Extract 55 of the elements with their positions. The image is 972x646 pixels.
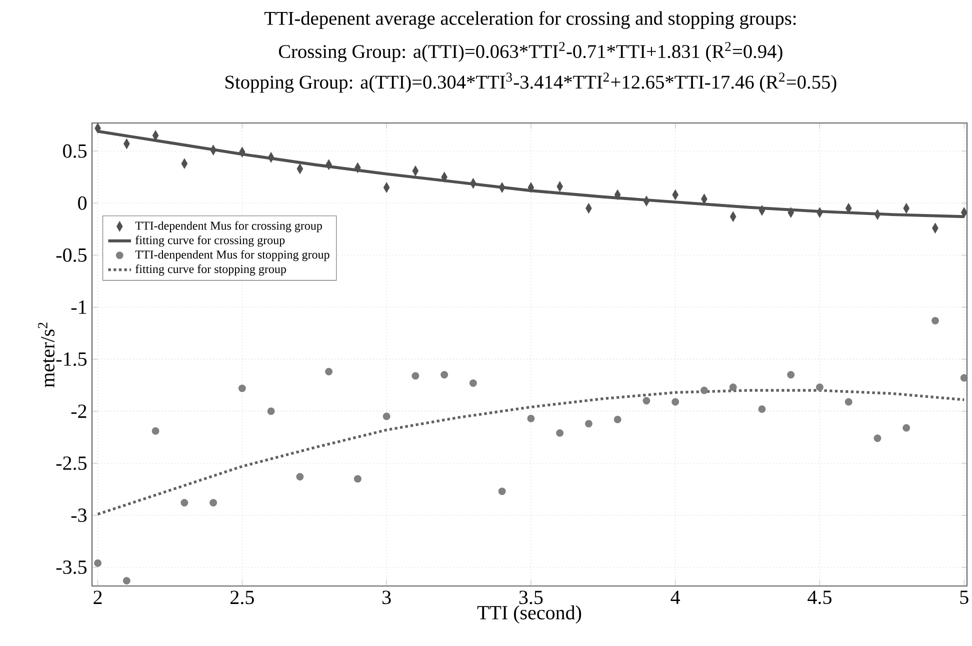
point	[556, 429, 564, 437]
point	[180, 499, 188, 506]
legend-label: fitting curve for crossing group	[136, 236, 285, 247]
point	[122, 577, 130, 585]
point	[382, 412, 390, 420]
point	[152, 427, 160, 435]
y-axis-title: meter/s$^{2}$	[38, 322, 54, 388]
point	[267, 407, 275, 415]
point	[700, 386, 708, 394]
x-tick-label: 4	[670, 590, 680, 604]
y-tick-label: -1	[71, 300, 86, 314]
y-tick-label: 0	[78, 196, 87, 210]
point	[94, 559, 102, 567]
point	[758, 405, 766, 413]
point	[210, 499, 218, 506]
point	[354, 475, 362, 483]
x-tick-label: 2	[94, 590, 102, 604]
point	[527, 414, 535, 422]
point	[296, 473, 304, 480]
y-tick-label: -2.5	[56, 456, 87, 470]
point	[672, 398, 680, 406]
y-tick-label: -3.5	[56, 560, 87, 574]
text: Stopping Group: a(TTI)=0.304*TTI$^{3}$-3.414*TTI$^{2}$+12.65*TTI-17.46 (R$^{2}$=0.55)	[226, 72, 836, 93]
chart-title: TTI-depenent average acceleration for crossing and stopping groups:	[264, 11, 796, 29]
x-tick-label: 5	[960, 590, 968, 604]
point	[729, 384, 737, 391]
x-tick-label: 4.5	[808, 590, 832, 604]
point	[238, 384, 246, 392]
point	[325, 368, 333, 376]
point	[874, 434, 882, 442]
y-tick-label: -0.5	[56, 248, 87, 262]
x-tick-label: 3	[382, 590, 391, 604]
point	[412, 372, 420, 380]
point	[844, 398, 852, 406]
point	[816, 384, 824, 391]
point	[614, 416, 622, 424]
point	[931, 316, 939, 324]
point	[642, 397, 650, 405]
y-tick-label: -1.5	[56, 352, 87, 366]
legend-label: fitting curve for stopping group	[136, 264, 286, 276]
point	[584, 420, 592, 428]
point	[902, 424, 910, 432]
y-tick-label: 0.5	[63, 144, 87, 158]
text: Crossing Group: a(TTI)=0.063*TTI$^{2}$-0.71*TTI+1.831 (R$^{2}$=0.94)	[278, 42, 782, 62]
y-tick-label: -2	[71, 404, 86, 418]
x-tick-label: 3.5	[519, 590, 543, 604]
point	[440, 371, 448, 379]
point	[469, 379, 477, 387]
legend-label: TTI-denpendent Mus for stopping group	[135, 250, 330, 262]
x-tick-label: 2.5	[230, 590, 254, 604]
x-axis-title: TTI (second)	[477, 605, 582, 624]
point	[498, 488, 506, 496]
y-tick-label: -3	[71, 508, 87, 522]
legend-label: TTI-dependent Mus for crossing group	[135, 221, 322, 232]
point	[787, 371, 795, 379]
